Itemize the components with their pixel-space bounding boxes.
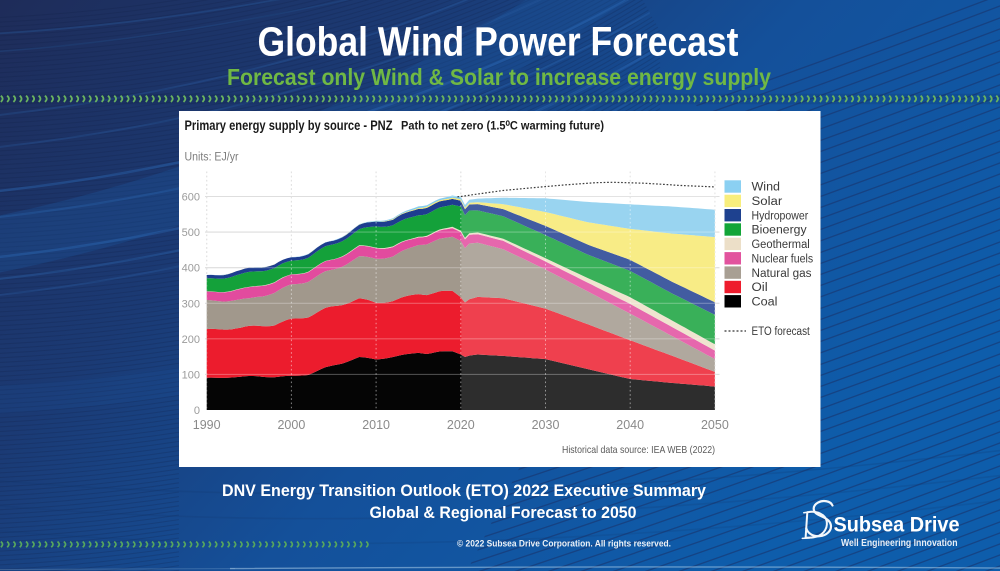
svg-text:2020: 2020 [447, 418, 475, 432]
svg-text:Geothermal: Geothermal [752, 239, 810, 251]
svg-text:Global Wind Power Forecast: Global Wind Power Forecast [258, 19, 739, 65]
svg-text:Coal: Coal [752, 296, 778, 308]
svg-text:Wind: Wind [752, 181, 781, 193]
svg-text:Bioenergy: Bioenergy [752, 224, 807, 236]
svg-text:Oil: Oil [752, 282, 768, 294]
svg-text:Solar: Solar [752, 196, 783, 208]
svg-text:DNV Energy Transition Outlook: DNV Energy Transition Outlook (ETO) 2022… [222, 482, 707, 500]
svg-text:Units: EJ/yr: Units: EJ/yr [185, 151, 239, 163]
svg-text:Well Engineering Innovation: Well Engineering Innovation [841, 538, 958, 549]
svg-text:600: 600 [182, 191, 200, 203]
svg-text:2030: 2030 [532, 418, 560, 432]
svg-text:200: 200 [182, 333, 200, 345]
svg-text:© 2022 Subsea Drive Corporatio: © 2022 Subsea Drive Corporation. All rig… [457, 539, 671, 550]
svg-text:Primary energy supply by sourc: Primary energy supply by source - PNZ [185, 118, 393, 133]
svg-text:Hydropower: Hydropower [752, 210, 809, 222]
svg-text:100: 100 [182, 369, 200, 381]
svg-text:2050: 2050 [701, 418, 729, 432]
svg-text:2040: 2040 [616, 418, 644, 432]
svg-text:1990: 1990 [193, 418, 221, 432]
svg-text:Historical data source: IEA WE: Historical data source: IEA WEB (2022) [562, 444, 715, 456]
svg-text:Nuclear fuels: Nuclear fuels [752, 253, 814, 265]
svg-text:ETO forecast: ETO forecast [752, 326, 811, 338]
svg-text:Global & Regional Forecast to: Global & Regional Forecast to 2050 [370, 504, 637, 522]
svg-text:Forecast only Wind & Solar to: Forecast only Wind & Solar to increase e… [227, 64, 771, 90]
svg-text:300: 300 [182, 298, 200, 310]
svg-text:Subsea Drive: Subsea Drive [834, 513, 960, 537]
svg-text:Natural gas: Natural gas [752, 267, 812, 279]
svg-text:2000: 2000 [277, 418, 305, 432]
svg-text:400: 400 [182, 262, 200, 274]
svg-text:Path to net zero (1.5⁰C warmin: Path to net zero (1.5⁰C warming future) [401, 118, 604, 132]
svg-text:0: 0 [194, 405, 200, 417]
svg-text:2010: 2010 [362, 418, 390, 432]
svg-text:500: 500 [182, 227, 200, 239]
